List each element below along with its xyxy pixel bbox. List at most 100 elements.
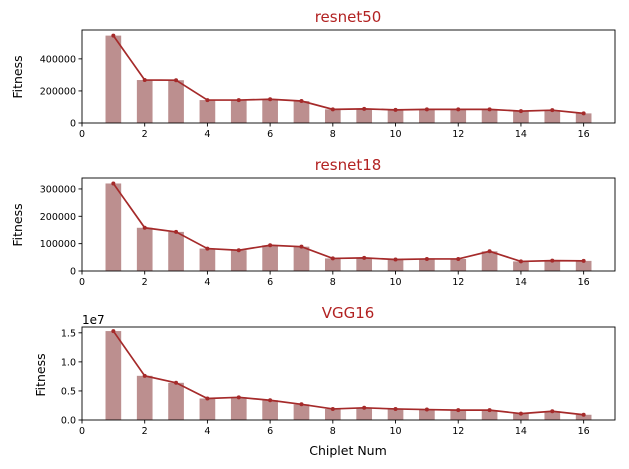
data-point	[487, 107, 492, 112]
panel-vgg16: VGG16 Fitness 1e7 0 2 4 6 8 10 12 14 16 0.0 0.5 1.…	[33, 304, 616, 458]
data-point	[205, 98, 210, 103]
data-point	[330, 406, 335, 411]
bar	[199, 248, 216, 271]
x-tick-label: 12	[452, 129, 464, 140]
bar	[136, 227, 153, 271]
data-point	[111, 181, 116, 186]
bar	[262, 99, 278, 123]
y-tick-label: 200000	[40, 86, 76, 97]
y-axis-ticks: 0 100000 200000 300000	[40, 184, 82, 278]
x-tick-label: 14	[515, 426, 527, 437]
bar	[419, 258, 435, 271]
x-axis-ticks: 0 2 4 6 8 10 12 14 16	[79, 420, 590, 437]
bar	[105, 35, 122, 123]
bar-group	[105, 35, 592, 123]
x-tick-label: 0	[79, 129, 85, 140]
bar	[199, 398, 216, 420]
x-tick-label: 14	[515, 129, 527, 140]
data-point	[487, 408, 492, 413]
bar	[168, 382, 184, 420]
x-tick-label: 4	[204, 277, 210, 288]
x-tick-label: 4	[204, 426, 210, 437]
data-point	[550, 108, 555, 113]
bar-group	[105, 183, 592, 271]
series-line	[112, 330, 584, 416]
bar	[513, 413, 529, 420]
y-axis-label: Fitness	[33, 353, 48, 396]
data-point	[142, 373, 147, 378]
data-point	[362, 106, 367, 111]
bar	[262, 245, 278, 271]
bar	[356, 108, 373, 123]
data-point	[205, 396, 210, 401]
data-point	[174, 78, 179, 83]
y-axis-ticks: 0 200000 400000	[40, 54, 82, 130]
bar	[481, 251, 498, 271]
bar	[481, 109, 498, 123]
x-tick-label: 12	[452, 426, 464, 437]
data-point	[236, 395, 241, 400]
series-line	[112, 35, 584, 115]
bar	[387, 408, 404, 420]
bar	[324, 408, 341, 420]
x-tick-label: 16	[578, 129, 590, 140]
panel-resnet50: resnet50 Fitness 0 2 4 6 8 10 12 14 16 0 200000 40…	[10, 8, 616, 140]
data-point	[581, 412, 586, 417]
x-tick-label: 8	[330, 426, 336, 437]
bar	[230, 397, 247, 420]
bar	[575, 414, 592, 420]
bar	[513, 261, 529, 271]
x-tick-label: 2	[142, 277, 148, 288]
data-point	[111, 33, 116, 38]
bar	[168, 231, 184, 271]
y-tick-label: 1.0	[61, 357, 76, 368]
y-tick-label: 0	[70, 119, 76, 130]
bar	[450, 258, 467, 271]
x-tick-label: 6	[267, 426, 273, 437]
x-axis-ticks: 0 2 4 6 8 10 12 14 16	[79, 123, 590, 140]
x-tick-label: 16	[578, 426, 590, 437]
y-offset-label: 1e7	[82, 313, 105, 327]
data-point	[111, 329, 116, 334]
y-tick-label: 400000	[40, 54, 76, 65]
bar	[324, 258, 341, 271]
bar	[105, 331, 122, 420]
x-tick-label: 6	[267, 277, 273, 288]
x-tick-label: 6	[267, 129, 273, 140]
x-tick-label: 0	[79, 426, 85, 437]
bar	[262, 400, 278, 420]
x-axis-label: Chiplet Num	[309, 443, 387, 458]
data-point	[268, 97, 273, 102]
data-point	[518, 411, 523, 416]
bar	[199, 100, 216, 123]
data-point	[550, 409, 555, 414]
bar	[544, 411, 561, 420]
data-point	[362, 405, 367, 410]
y-tick-label: 1.5	[61, 328, 76, 339]
data-point	[174, 380, 179, 385]
bar	[293, 101, 310, 123]
data-point	[393, 257, 398, 262]
data-point	[456, 408, 461, 413]
x-tick-label: 0	[79, 277, 85, 288]
bar	[419, 409, 435, 420]
bar	[387, 109, 404, 123]
data-point	[299, 99, 304, 104]
panel-title: resnet18	[315, 156, 382, 174]
y-axis-label: Fitness	[10, 203, 25, 246]
x-tick-label: 10	[389, 277, 401, 288]
bar	[136, 80, 153, 123]
bar	[419, 109, 435, 123]
bar	[168, 80, 184, 123]
data-point	[174, 229, 179, 234]
data-point	[299, 402, 304, 407]
data-point	[581, 111, 586, 116]
bar	[293, 404, 310, 420]
x-axis-ticks: 0 2 4 6 8 10 12 14 16	[79, 271, 590, 288]
bar	[544, 260, 561, 271]
panel-title: resnet50	[315, 8, 382, 26]
bar	[513, 111, 529, 123]
bar	[575, 113, 592, 123]
series-line	[112, 182, 584, 263]
bar	[481, 410, 498, 420]
